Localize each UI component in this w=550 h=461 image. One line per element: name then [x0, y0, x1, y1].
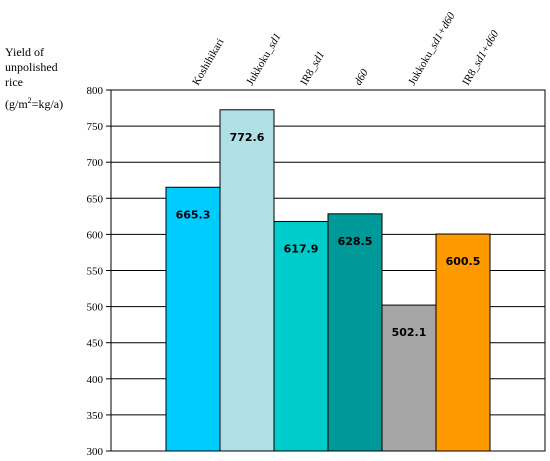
y-tick-label: 400 [87, 374, 104, 386]
bar [381, 304, 437, 452]
bar [165, 186, 221, 452]
y-tick-label: 500 [87, 302, 104, 314]
y-tick-label: 550 [87, 266, 104, 278]
y-axis-title-line: Yield of [5, 45, 44, 59]
y-axis-title-line: rice [5, 75, 23, 89]
x-category-label: Koshihikari [190, 37, 226, 88]
x-category-label: d60 [352, 67, 371, 88]
bar-value-label: 665.3 [176, 208, 211, 221]
y-tick-label: 800 [87, 85, 104, 97]
y-axis-unit: (g/m2=kg/a) [5, 96, 63, 111]
bar-value-label: 600.5 [446, 255, 481, 268]
bar [435, 233, 491, 452]
x-category-label: Jukkoku_sd1+d60 [406, 10, 458, 87]
x-category-label: Jukkoku_sd1 [244, 31, 283, 87]
y-tick-label: 650 [87, 193, 104, 205]
bar [219, 109, 275, 452]
x-category-label: IR8_sd1+d60 [460, 28, 501, 87]
bar-value-label: 617.9 [284, 242, 319, 255]
y-tick-label: 300 [87, 446, 104, 458]
bar [273, 220, 329, 452]
y-axis-title-line: unpolished [5, 60, 58, 74]
y-tick-label: 750 [87, 121, 104, 133]
y-tick-label: 600 [87, 229, 104, 241]
bar [327, 213, 383, 452]
y-tick-label: 700 [87, 157, 104, 169]
x-category-label: IR8_sd1 [298, 49, 327, 87]
bar-value-label: 628.5 [338, 235, 373, 248]
y-tick-label: 450 [87, 338, 104, 350]
bar-value-label: 502.1 [392, 326, 427, 339]
bar-value-label: 772.6 [230, 131, 265, 144]
y-tick-label: 350 [87, 410, 104, 422]
